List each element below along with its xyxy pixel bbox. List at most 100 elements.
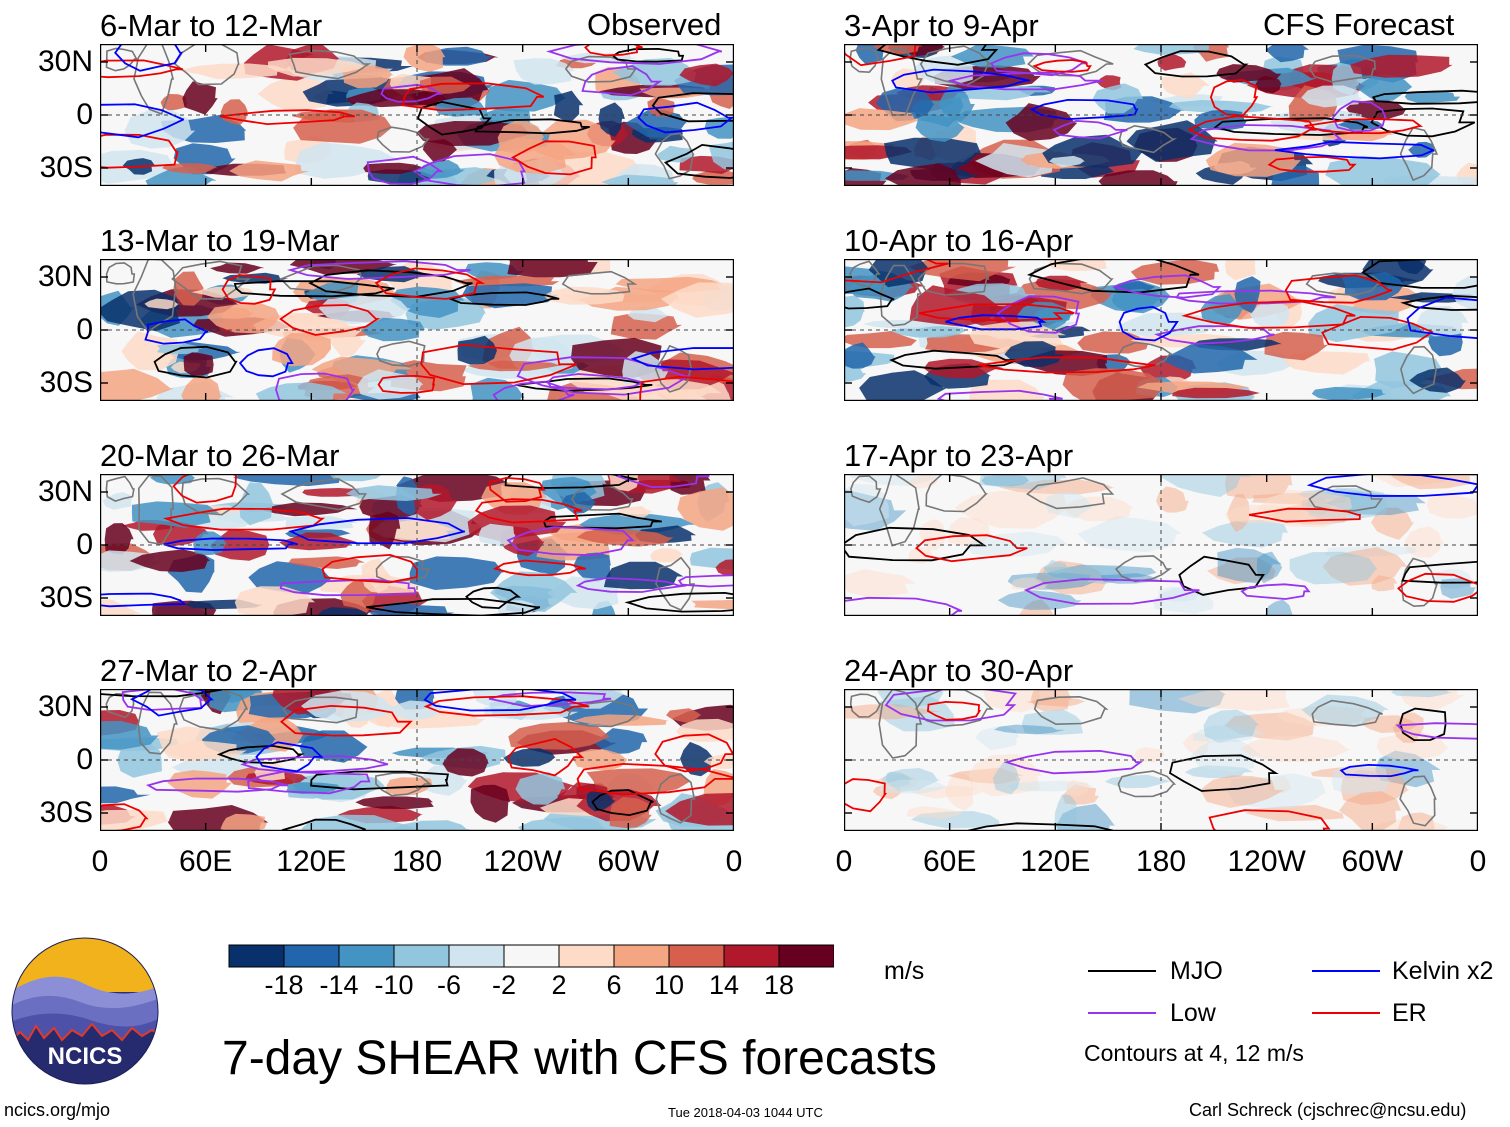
shear-shading (355, 796, 434, 809)
contour (1331, 100, 1387, 133)
contour (380, 83, 444, 103)
shear-shading (1240, 736, 1352, 763)
latitude-label: 0 (76, 528, 93, 561)
shear-shading (679, 63, 734, 87)
shear-shading (691, 599, 734, 610)
coastline (655, 773, 696, 824)
contour (1370, 107, 1476, 138)
contour (100, 103, 185, 139)
shear-shading (1265, 44, 1309, 63)
shear-shading (888, 326, 965, 338)
shear-shading (1224, 712, 1318, 741)
shear-shading (1372, 819, 1449, 831)
shear-shading (1160, 474, 1253, 497)
shear-shading (1192, 725, 1265, 743)
shear-shading (483, 705, 579, 720)
contour (1399, 707, 1447, 742)
shear-shading (1129, 689, 1227, 714)
contour (416, 100, 492, 136)
contour (1118, 305, 1179, 342)
coastline (1311, 699, 1383, 727)
contour (1406, 296, 1478, 340)
shear-shading (980, 474, 1067, 490)
contour (281, 818, 366, 831)
legend-line-er (1312, 1012, 1380, 1014)
shear-shading (992, 762, 1021, 795)
legend-line-kelvin (1312, 970, 1380, 972)
latitude-label: 30S (39, 366, 93, 399)
shear-shading (947, 517, 991, 548)
footer-url[interactable]: ncics.org/mjo (4, 1100, 111, 1120)
shear-shading (1371, 507, 1414, 540)
shear-shading (981, 474, 1030, 487)
colorbar-box (283, 944, 340, 968)
contour (507, 738, 585, 777)
contour (163, 537, 298, 551)
contour (947, 71, 1103, 91)
shear-shading (1325, 491, 1426, 516)
shear-shading (1265, 599, 1294, 616)
contour (275, 372, 356, 401)
shear-shading (1277, 706, 1370, 726)
shear-shading (1332, 762, 1391, 795)
shear-shading (872, 784, 903, 800)
contour (844, 259, 949, 284)
shear-map-fc3 (844, 474, 1478, 616)
shear-shading (229, 160, 310, 182)
shear-shading (1030, 689, 1072, 712)
shear-shading (508, 722, 611, 750)
longitude-label: 60W (1341, 845, 1404, 878)
shear-map-obs4 (100, 689, 734, 831)
shear-shading (369, 602, 455, 616)
contour (1321, 315, 1434, 351)
contour (465, 586, 522, 610)
shear-shading (272, 333, 331, 367)
contour (1052, 119, 1128, 140)
colorbar-box (668, 944, 725, 968)
coastline (925, 474, 988, 513)
shear-shading (390, 286, 465, 318)
contour (377, 374, 436, 394)
contour (611, 47, 685, 63)
shear-shading (1153, 588, 1214, 614)
shear-shading (1172, 387, 1261, 399)
shear-shading (886, 768, 941, 792)
contour (423, 689, 577, 712)
shear-shading (210, 262, 265, 274)
contour (506, 526, 635, 557)
shear-shading (100, 368, 175, 401)
contour (591, 789, 654, 817)
contour (1401, 560, 1478, 584)
shear-shading (1048, 259, 1107, 271)
shear-shading (328, 474, 385, 482)
ncics-logo[interactable]: NCICS (10, 936, 160, 1086)
coastline (376, 340, 426, 367)
contour (121, 689, 205, 711)
shear-shading (409, 556, 504, 590)
colorbar-tick-label: -2 (491, 970, 516, 1000)
shear-shading (1252, 492, 1357, 505)
shear-shading (100, 599, 141, 616)
latitude-label: 30N (37, 45, 93, 78)
coastline (178, 689, 249, 731)
shear-shading (181, 376, 222, 401)
observed-header: Observed (587, 7, 722, 42)
contour (889, 349, 1018, 370)
contour (488, 476, 546, 503)
colorbar-tick-label: -6 (436, 970, 461, 1000)
shear-shading (1289, 551, 1378, 585)
shear-shading (513, 58, 576, 85)
coastline (850, 475, 882, 504)
longitude-label: 60E (922, 845, 977, 878)
contour (1175, 289, 1336, 305)
shear-shading (1005, 103, 1078, 141)
coastline (654, 132, 695, 180)
contour (1029, 98, 1139, 121)
contour (844, 596, 963, 616)
coastline (1308, 485, 1384, 512)
shear-shading (1371, 575, 1398, 592)
shear-shading (850, 474, 945, 486)
shear-shading (915, 113, 965, 142)
coastline (1399, 775, 1437, 827)
shear-shading (844, 342, 876, 369)
